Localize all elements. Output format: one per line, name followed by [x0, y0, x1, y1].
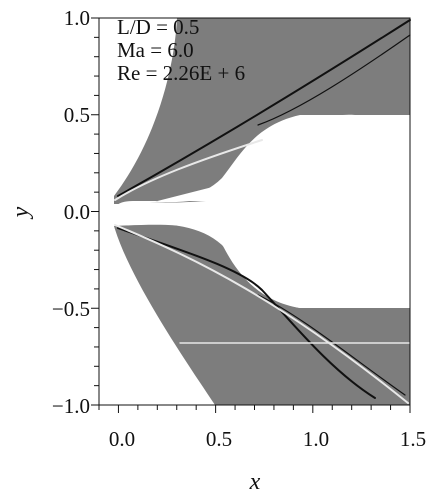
upper-bow-shock	[117, 19, 411, 197]
x-tick-labels: 0.0 0.5 1.0 1.5	[109, 427, 426, 451]
lower-bow-shock	[117, 227, 376, 399]
body-inlet-gap	[114, 203, 208, 222]
y-tick-label: −0.5	[52, 297, 90, 321]
lower-reflected-shock	[257, 294, 406, 396]
y-tick-label: −1.0	[52, 394, 90, 418]
parameter-annotation: L/D = 0.5 Ma = 6.0 Re = 2.26E + 6	[117, 15, 245, 85]
y-axis-label: y	[8, 206, 34, 219]
upper-body-interior	[206, 115, 410, 201]
shock-lines	[117, 19, 411, 399]
y-tick-label: 0.5	[64, 103, 90, 127]
lower-expansion-line	[114, 224, 409, 404]
lower-outer-region	[114, 224, 410, 405]
lower-body-interior	[206, 223, 410, 308]
x-tick-label: 1.5	[400, 427, 426, 451]
y-tick-label: 1.0	[64, 6, 90, 30]
annotation-line-ma: Ma = 6.0	[117, 38, 194, 62]
upper-expansion-line	[114, 139, 263, 201]
y-tick-labels: 1.0 0.5 0.0 −0.5 −1.0	[52, 6, 90, 418]
lower-body	[135, 222, 410, 308]
x-tick-label: 1.0	[303, 427, 329, 451]
annotation-line-re: Re = 2.26E + 6	[117, 61, 245, 85]
tick-marks	[91, 17, 411, 413]
expansion-lines	[114, 139, 411, 404]
y-tick-label: 0.0	[64, 200, 90, 224]
x-axis-label: x	[249, 469, 261, 495]
x-tick-label: 0.0	[109, 427, 135, 451]
annotation-line-ld: L/D = 0.5	[117, 15, 199, 39]
upper-reflected-shock	[257, 34, 411, 126]
inlet-channel	[206, 198, 410, 226]
x-tick-label: 0.5	[206, 427, 232, 451]
